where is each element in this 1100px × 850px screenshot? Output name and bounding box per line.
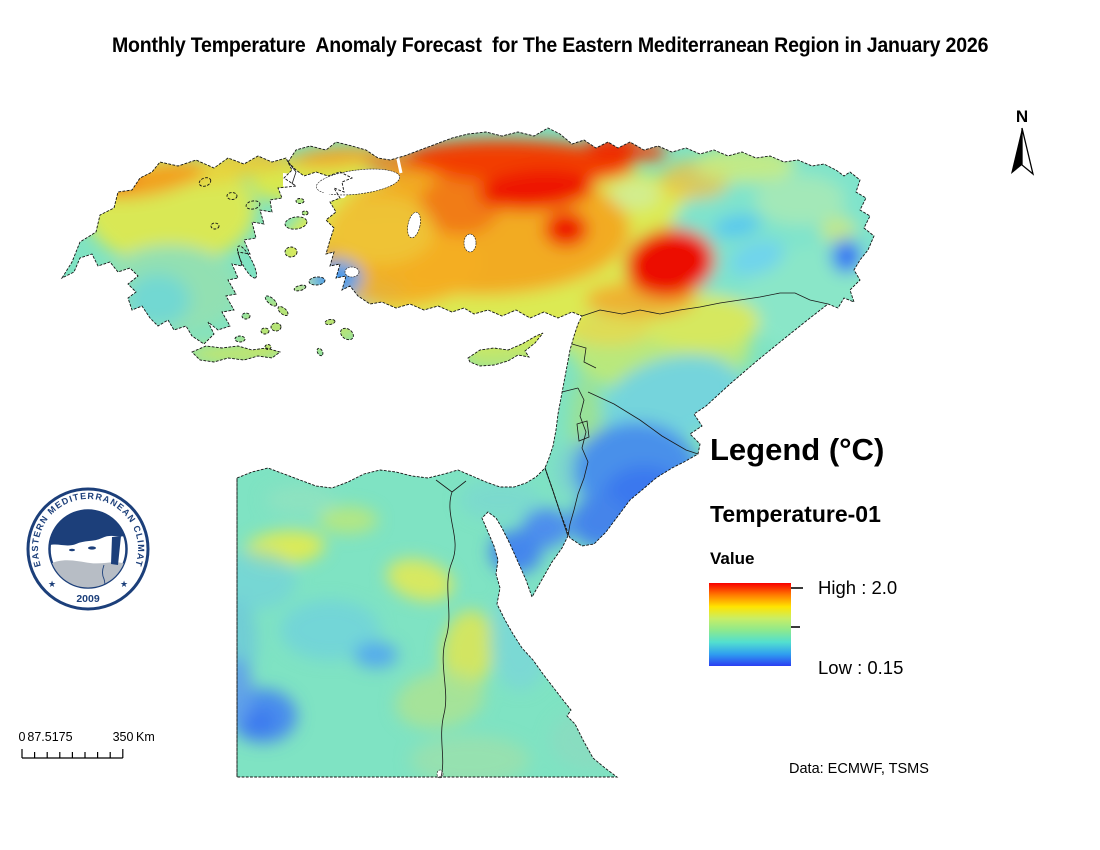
credits-text: Data: ECMWF, TSMS [789, 761, 929, 777]
legend-high-label: High : 2.0 [818, 577, 898, 598]
legend-tick-high [791, 587, 803, 589]
emcc-logo: EASTERN MEDITERRANEAN CLIMATE CENTRE ★ ★… [26, 487, 150, 611]
legend-title: Legend (°C) [710, 432, 885, 467]
legend-color-ramp [709, 583, 791, 666]
dardanelles-strait [317, 185, 343, 199]
border-syria-jordan [587, 391, 699, 455]
scale-label-quarter: 87.5175 [27, 730, 73, 744]
border-israel-jordan [567, 387, 589, 537]
page-title: Monthly Temperature Anomaly Forecast for… [111, 34, 989, 57]
logo-year: 2009 [76, 593, 100, 605]
border-turkey-syria [581, 292, 829, 317]
legend-value-label: Value [710, 549, 755, 568]
logo-map-levant [111, 536, 121, 565]
logo-map-anatolia [49, 510, 127, 546]
sea-overlays [283, 149, 477, 779]
north-arrow-right-half [1021, 127, 1035, 176]
north-label: N [1016, 107, 1028, 126]
lake [344, 266, 360, 278]
scale-label-zero: 0 [18, 730, 26, 744]
border-egypt-israel [544, 467, 569, 537]
border-west-bank [576, 420, 590, 442]
north-arrow: N [1011, 107, 1035, 176]
legend-low-label: Low : 0.15 [818, 657, 904, 678]
scale-label-max: 350 [112, 730, 134, 744]
legend-tick-mid [791, 626, 800, 628]
north-arrow-left-half [1011, 128, 1022, 174]
scale-unit: Km [136, 730, 155, 744]
lake [407, 211, 421, 239]
scale-bar-ticks [21, 749, 124, 759]
logo-map-africa [49, 560, 127, 588]
border-greece-turkey [288, 162, 297, 185]
bosphorus-strait [394, 149, 403, 174]
lake-tuz [463, 233, 477, 253]
border-lebanon [561, 343, 597, 393]
legend-layer-name: Temperature-01 [710, 501, 881, 527]
logo-star-left: ★ [48, 579, 56, 589]
logo-map-crete [69, 548, 75, 552]
logo-star-right: ★ [120, 579, 128, 589]
logo-map [49, 510, 127, 588]
nile-river [435, 479, 467, 778]
country-borders [236, 162, 829, 778]
logo-map-cyprus [88, 546, 96, 550]
